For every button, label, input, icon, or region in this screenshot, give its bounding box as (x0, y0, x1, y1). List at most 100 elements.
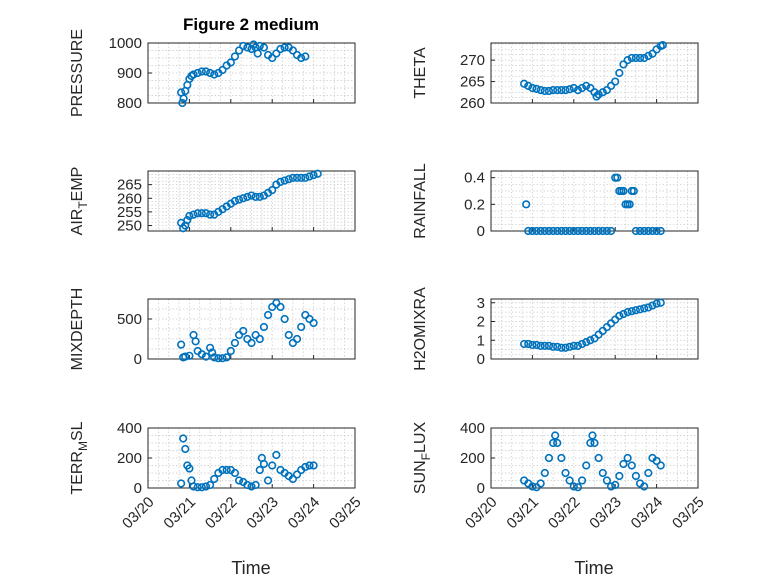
y-axis-label: PRESSURE (69, 29, 86, 117)
data-point (197, 67, 206, 76)
y-tick-label: 0 (134, 480, 142, 497)
data-point (619, 459, 628, 469)
data-point (565, 226, 574, 236)
data-point (640, 53, 649, 63)
data-point (305, 461, 314, 470)
data-point (218, 65, 227, 75)
data-point (640, 482, 649, 491)
data-point (243, 43, 252, 52)
data-point (292, 470, 302, 479)
data-point (528, 340, 537, 350)
data-point (297, 53, 306, 63)
data-point (179, 94, 188, 103)
data-point (582, 226, 591, 236)
data-point (598, 468, 607, 478)
x-tick-label: 03/25 (326, 494, 365, 533)
data-point (565, 476, 574, 485)
data-point (297, 173, 306, 182)
data-point (272, 298, 281, 308)
y-tick-label: 265 (460, 74, 485, 91)
data-point (197, 209, 206, 218)
data-point (210, 70, 219, 79)
data-point (619, 309, 628, 319)
y-tick-label: 0.2 (464, 196, 485, 213)
data-point (577, 476, 587, 485)
data-point (259, 459, 269, 469)
subplot-h2omixra: 0 12 3 H2OMIXRA (412, 287, 699, 371)
data-point (582, 81, 591, 90)
data-point (313, 169, 322, 178)
data-point (301, 462, 310, 472)
data-point (573, 226, 583, 236)
subplot-mixdepth: 0 500 MIXDEPTH (69, 288, 356, 370)
data-point (197, 350, 206, 359)
data-point (648, 301, 657, 310)
data-point (536, 479, 545, 488)
data-point (288, 474, 298, 484)
data-point (656, 226, 665, 236)
data-point (301, 173, 310, 182)
data-point (658, 41, 667, 50)
data-point (208, 348, 217, 357)
data-point (309, 170, 318, 180)
data-point (582, 461, 591, 470)
data-point (590, 438, 599, 448)
data-point (644, 51, 653, 60)
data-point (536, 341, 545, 350)
data-point (524, 226, 533, 236)
data-point (569, 482, 578, 491)
x-label-right: Time (574, 558, 613, 578)
x-tick-label: 03/20 (119, 494, 158, 533)
data-point (234, 476, 244, 485)
data-point (611, 77, 620, 86)
data-point (540, 226, 549, 236)
data-point (197, 483, 206, 492)
data-point (606, 482, 616, 491)
data-point (586, 438, 595, 448)
y-tick-label: 800 (117, 95, 142, 112)
data-point (177, 340, 186, 349)
y-tick-label: 3 (477, 295, 485, 312)
data-point (569, 226, 578, 236)
data-point (590, 226, 599, 236)
data-point (226, 346, 235, 356)
data-point (588, 431, 597, 440)
data-point (528, 83, 537, 93)
data-point (640, 226, 649, 236)
data-point (226, 58, 235, 67)
data-point (602, 86, 612, 95)
data-point (623, 308, 632, 317)
data-point (218, 465, 227, 475)
data-point (602, 226, 612, 236)
data-point (259, 43, 269, 52)
data-point (625, 200, 634, 209)
data-point (557, 453, 566, 463)
x-tick-label: 03/20 (462, 494, 501, 533)
data-point (590, 88, 599, 97)
data-point (544, 341, 554, 350)
data-point (201, 67, 211, 76)
data-point (284, 330, 293, 340)
data-point (222, 465, 231, 475)
data-point (577, 339, 587, 349)
data-point (548, 226, 558, 236)
data-point (652, 299, 661, 308)
data-point (305, 172, 314, 181)
data-point (206, 68, 215, 78)
data-point (635, 305, 645, 314)
x-tick-label: 03/23 (586, 494, 625, 533)
data-point (177, 479, 186, 488)
data-point (230, 52, 240, 61)
axes-frame (147, 170, 356, 232)
data-point (536, 86, 545, 95)
data-point (520, 79, 529, 88)
x-tick-label: 03/22 (202, 494, 241, 533)
y-tick-label: 0 (477, 480, 485, 497)
data-point (218, 354, 227, 363)
data-point (528, 482, 537, 491)
data-point (586, 226, 595, 236)
data-point (627, 307, 636, 316)
